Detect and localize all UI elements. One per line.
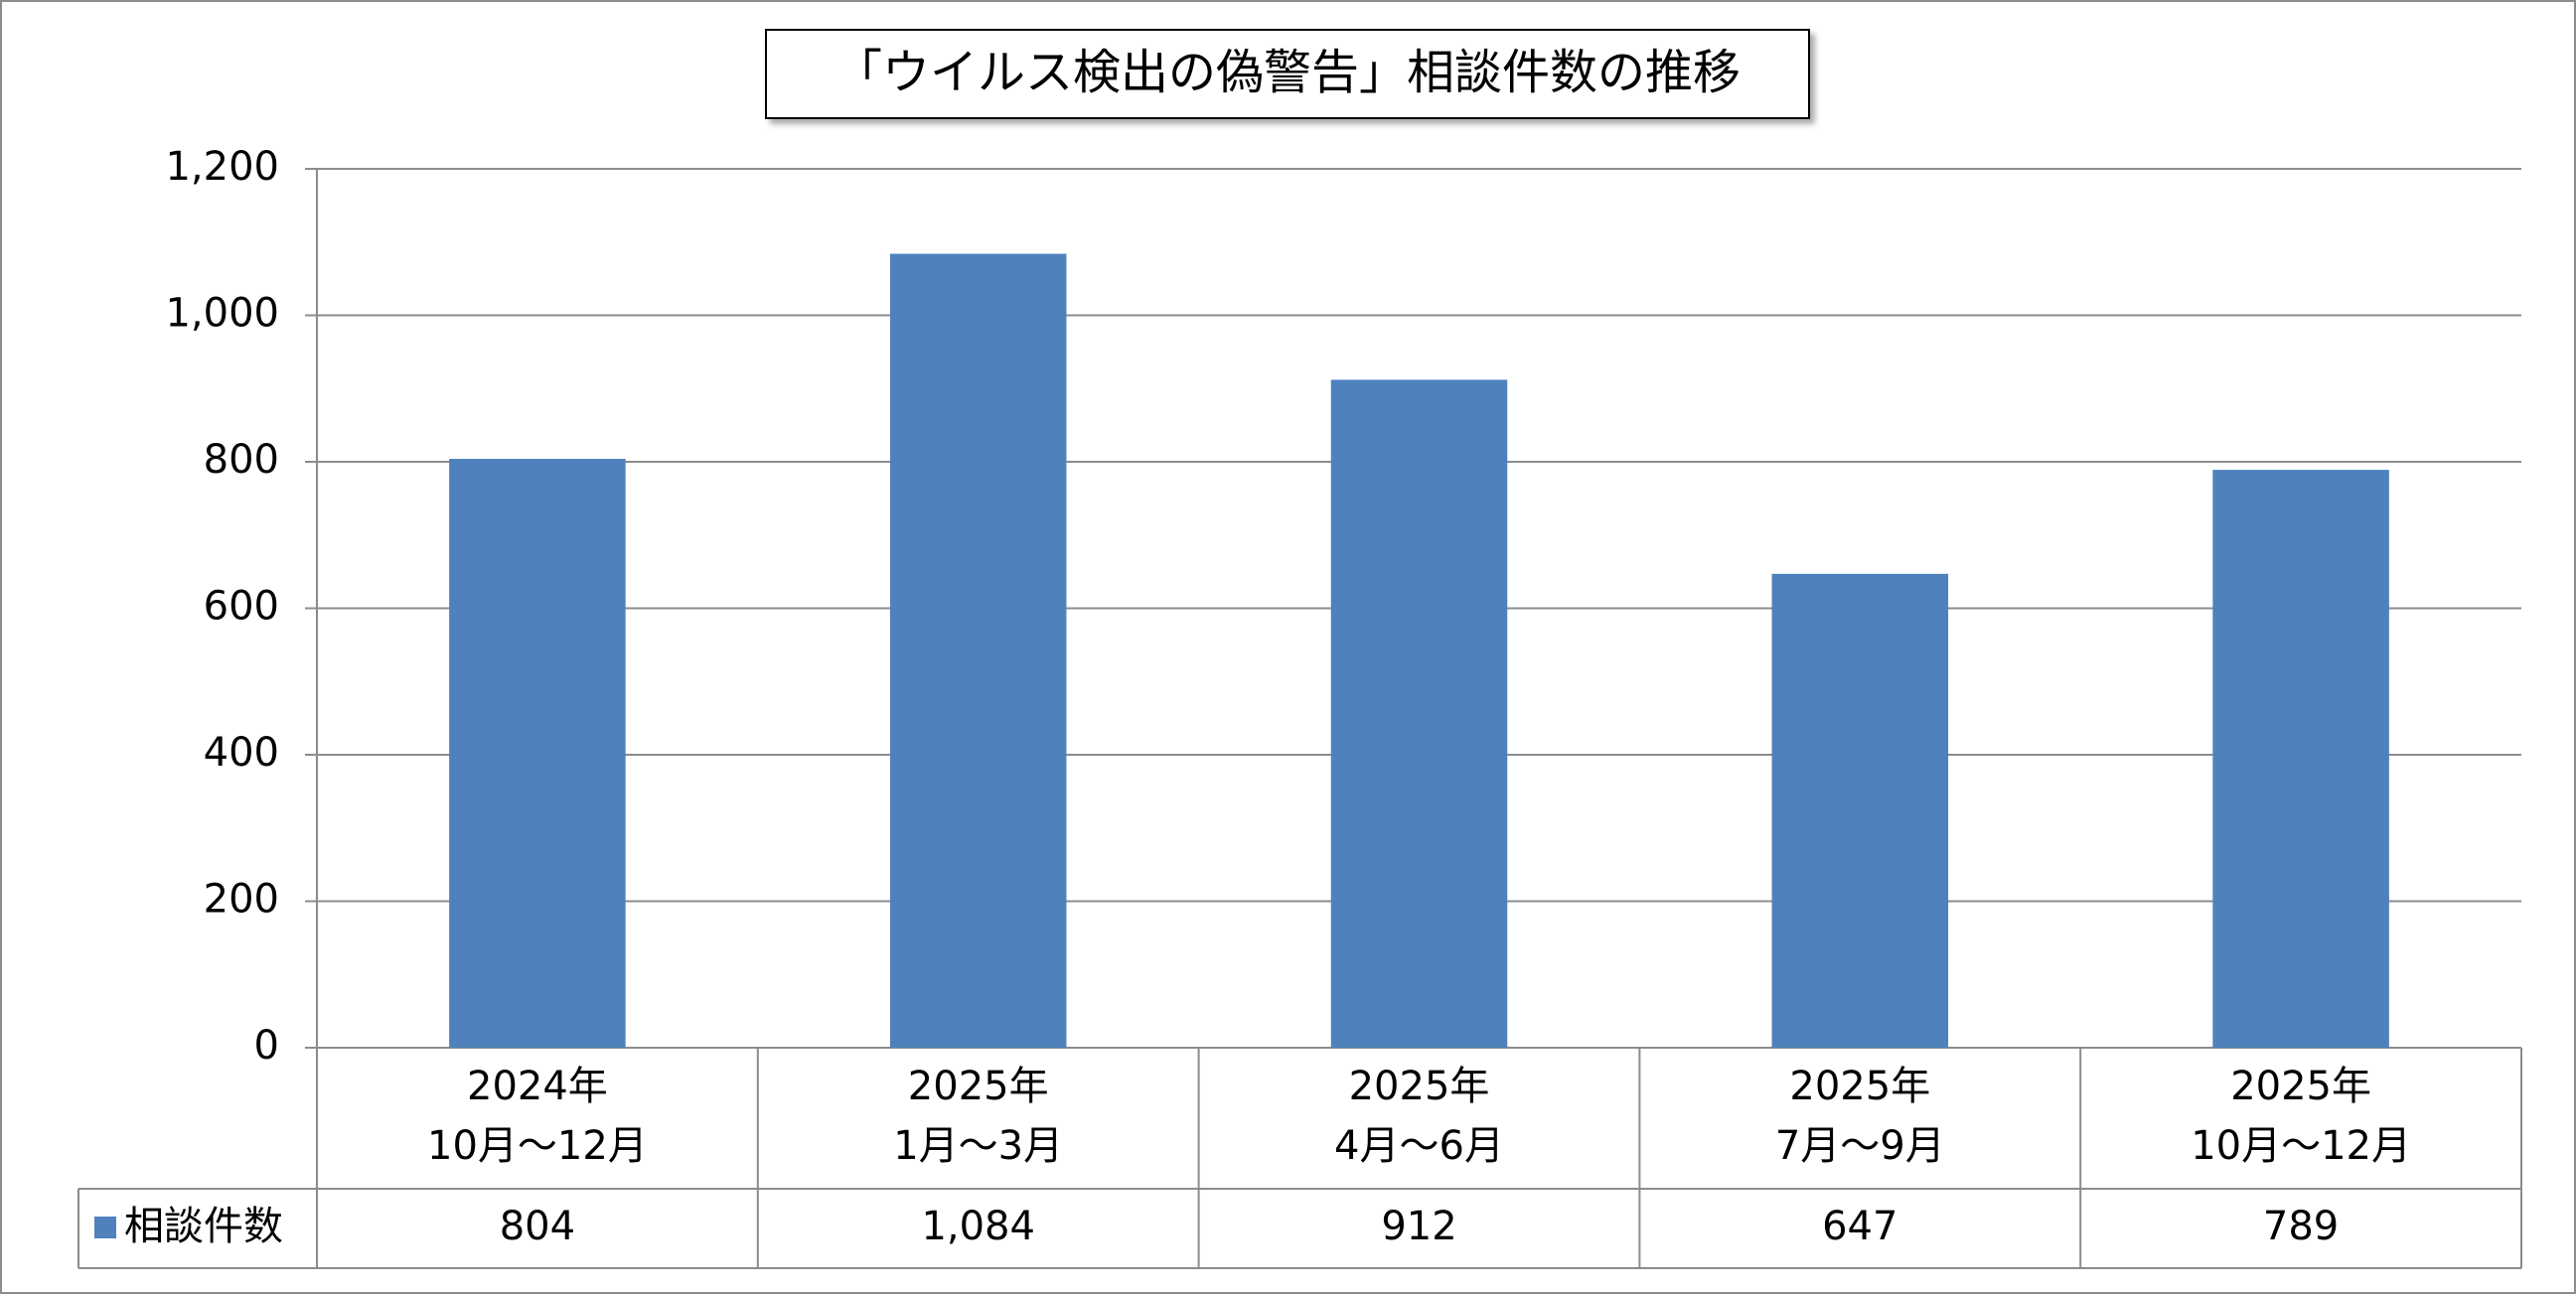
bar <box>1771 573 1949 1048</box>
y-tick-label: 200 <box>204 877 279 923</box>
legend-swatch <box>94 1217 116 1238</box>
y-tick-label: 400 <box>204 730 279 776</box>
title-box <box>765 29 1810 119</box>
chart-title: 「ウイルス検出の偽警告」相談件数の推移 <box>834 45 1741 100</box>
value-label: 1,084 <box>921 1204 1035 1249</box>
x-tick-label: 2024年 10月～12月 <box>427 1064 648 1169</box>
value-label: 804 <box>500 1204 575 1249</box>
value-label: 789 <box>2263 1204 2339 1249</box>
bar <box>449 459 626 1048</box>
legend-label: 相談件数 <box>124 1204 283 1249</box>
x-tick-label: 2025年 1月～3月 <box>893 1064 1063 1169</box>
y-tick-label: 0 <box>254 1023 279 1069</box>
bar <box>889 253 1067 1049</box>
y-tick-label: 1,000 <box>165 291 279 337</box>
value-label: 912 <box>1381 1204 1456 1249</box>
y-tick-label: 800 <box>204 437 279 483</box>
x-tick-label: 2025年 4月～6月 <box>1334 1064 1504 1169</box>
value-label: 647 <box>1822 1204 1897 1249</box>
bar <box>2212 470 2389 1048</box>
y-tick-label: 1,200 <box>165 144 279 190</box>
x-tick-label: 2025年 10月～12月 <box>2191 1064 2411 1169</box>
y-tick-label: 600 <box>204 584 279 630</box>
x-tick-label: 2025年 7月～9月 <box>1775 1064 1945 1169</box>
bar <box>1330 379 1508 1048</box>
